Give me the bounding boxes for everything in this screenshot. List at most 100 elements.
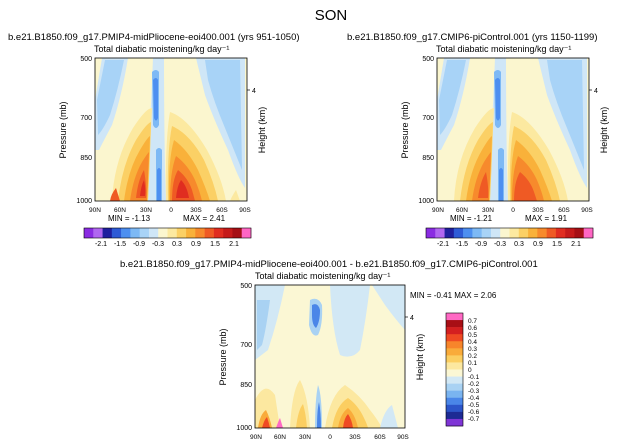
colorbar-swatch bbox=[537, 228, 547, 238]
panel-3-run-title: b.e21.B1850.f09_g17.PMIP4-midPliocene-eo… bbox=[120, 259, 538, 270]
colorbar-swatch bbox=[158, 228, 168, 238]
panel-1-min-label: MIN = -1.13 bbox=[108, 214, 151, 223]
panel-3-colorbar-label: -0.3 bbox=[468, 388, 480, 395]
colorbar-swatch bbox=[446, 327, 463, 335]
figure-title: SON bbox=[315, 7, 348, 24]
panel-3-x-tick: 90S bbox=[397, 434, 409, 441]
colorbar-swatch bbox=[528, 228, 538, 238]
colorbar-swatch bbox=[446, 313, 463, 321]
colorbar-swatch bbox=[213, 228, 224, 238]
panel-3-colorbar-label: -0.5 bbox=[468, 402, 480, 409]
colorbar-swatch bbox=[518, 228, 529, 238]
colorbar-swatch bbox=[446, 369, 463, 377]
colorbar-swatch bbox=[176, 228, 187, 238]
colorbar-swatch bbox=[84, 228, 94, 238]
colorbar-swatch bbox=[102, 228, 113, 238]
panel-3-right-label: Height (km) bbox=[415, 334, 425, 381]
panel-1-y-tick: 850 bbox=[80, 155, 92, 162]
panel-2-x-tick: 90N bbox=[432, 207, 444, 214]
panel-1-colorbar-label: 1.5 bbox=[210, 241, 220, 248]
panel-3-colorbar-label: 0.7 bbox=[468, 318, 477, 325]
colorbar-swatch bbox=[565, 228, 575, 238]
colorbar-swatch bbox=[446, 376, 463, 384]
panel-3-colorbar-label: 0 bbox=[468, 367, 472, 374]
panel-1-y-label: Pressure (mb) bbox=[58, 101, 68, 158]
panel-1-colorbar-label: -1.5 bbox=[114, 241, 126, 248]
panel-3-colorbar-label: -0.7 bbox=[468, 416, 480, 423]
panel-1: b.e21.B1850.f09_g17.PMIP4-midPliocene-eo… bbox=[8, 32, 300, 248]
colorbar-swatch bbox=[481, 228, 492, 238]
colorbar-swatch bbox=[446, 334, 463, 342]
panel-2-colorbar-label: 0.9 bbox=[533, 241, 543, 248]
panel-2-field bbox=[437, 58, 589, 201]
panel-3-colorbar bbox=[445, 312, 464, 427]
panel-1-max-label: MAX = 2.41 bbox=[183, 214, 226, 223]
colorbar-swatch bbox=[111, 228, 122, 238]
colorbar-swatch bbox=[509, 228, 520, 238]
panel-2-min-label: MIN = -1.21 bbox=[450, 214, 493, 223]
colorbar-swatch bbox=[435, 228, 445, 238]
colorbar-swatch bbox=[241, 228, 252, 238]
panel-2-colorbar-label: 0.3 bbox=[514, 241, 524, 248]
panel-1-y-tick: 700 bbox=[80, 115, 92, 122]
panel-2-x-tick: 0 bbox=[511, 207, 515, 214]
panel-3-x-tick: 30S bbox=[349, 434, 361, 441]
colorbar-frame bbox=[83, 227, 252, 239]
colorbar-swatch bbox=[446, 341, 463, 349]
colorbar-swatch bbox=[167, 228, 178, 238]
colorbar-swatch bbox=[186, 228, 196, 238]
panel-3-y-tick: 700 bbox=[240, 342, 252, 349]
panel-2-colorbar-label: -1.5 bbox=[456, 241, 468, 248]
colorbar-swatch bbox=[93, 228, 103, 238]
panel-2-colorbar-label: 1.5 bbox=[552, 241, 562, 248]
panel-3-right-tick: 4 bbox=[410, 315, 414, 322]
panel-2: b.e21.B1850.f09_g17.CMIP6-piControl.001 … bbox=[347, 32, 609, 248]
panel-2-max-label: MAX = 1.91 bbox=[525, 214, 568, 223]
panel-1-y-tick: 1000 bbox=[76, 198, 92, 205]
panel-2-y-tick: 1000 bbox=[418, 198, 434, 205]
panel-2-x-tick: 30N bbox=[482, 207, 494, 214]
colorbar-swatch bbox=[121, 228, 131, 238]
colorbar-frame bbox=[445, 312, 464, 427]
panel-3-y-tick: 1000 bbox=[236, 425, 252, 432]
colorbar-swatch bbox=[446, 411, 463, 420]
colorbar-swatch bbox=[546, 228, 557, 238]
panel-3-colorbar-label: 0.3 bbox=[468, 346, 477, 353]
panel-1-colorbar-label: 0.9 bbox=[191, 241, 201, 248]
colorbar-swatch bbox=[446, 355, 463, 363]
panel-1-colorbar-label: 2.1 bbox=[229, 241, 239, 248]
panel-1-right-tick: 4 bbox=[252, 88, 256, 95]
panel-1-colorbar-label: -0.3 bbox=[152, 241, 164, 248]
panel-3-colorbar-label: -0.4 bbox=[468, 395, 480, 402]
panel-1-colorbar-label: -0.9 bbox=[133, 241, 145, 248]
panel-3-y-tick: 850 bbox=[240, 382, 252, 389]
panel-3-colorbar-label: -0.2 bbox=[468, 381, 480, 388]
panel-3-colorbar-label: 0.4 bbox=[468, 339, 477, 346]
panel-1-x-tick: 60S bbox=[216, 207, 228, 214]
panel-2-right-tick: 4 bbox=[594, 88, 598, 95]
colorbar-swatch bbox=[583, 228, 594, 238]
panel-2-x-tick: 60N bbox=[456, 207, 468, 214]
panel-2-y-tick: 700 bbox=[422, 115, 434, 122]
panel-3-x-tick: 60N bbox=[274, 434, 286, 441]
panel-2-colorbar-label: -0.3 bbox=[494, 241, 506, 248]
panel-2-right-label: Height (km) bbox=[599, 107, 609, 154]
colorbar-swatch bbox=[446, 362, 463, 370]
panel-3-x-tick: 30N bbox=[299, 434, 311, 441]
colorbar-swatch bbox=[446, 348, 463, 356]
panel-2-x-tick: 90S bbox=[581, 207, 593, 214]
panel-2-colorbar-label: 2.1 bbox=[571, 241, 581, 248]
panel-2-y-label: Pressure (mb) bbox=[400, 101, 410, 158]
panel-1-x-tick: 30N bbox=[140, 207, 152, 214]
panel-2-y-tick: 850 bbox=[422, 155, 434, 162]
panel-2-variable-title: Total diabatic moistening/kg day⁻¹ bbox=[436, 44, 571, 54]
colorbar-swatch bbox=[444, 228, 455, 238]
colorbar-swatch bbox=[500, 228, 510, 238]
panel-1-x-tick: 0 bbox=[169, 207, 173, 214]
colorbar-swatch bbox=[446, 418, 463, 427]
panel-2-colorbar-label: -0.9 bbox=[475, 241, 487, 248]
panel-3-field bbox=[255, 285, 405, 428]
colorbar-swatch bbox=[446, 397, 463, 406]
panel-1-right-label: Height (km) bbox=[257, 107, 267, 154]
panel-1-colorbar-label: 0.3 bbox=[172, 241, 182, 248]
